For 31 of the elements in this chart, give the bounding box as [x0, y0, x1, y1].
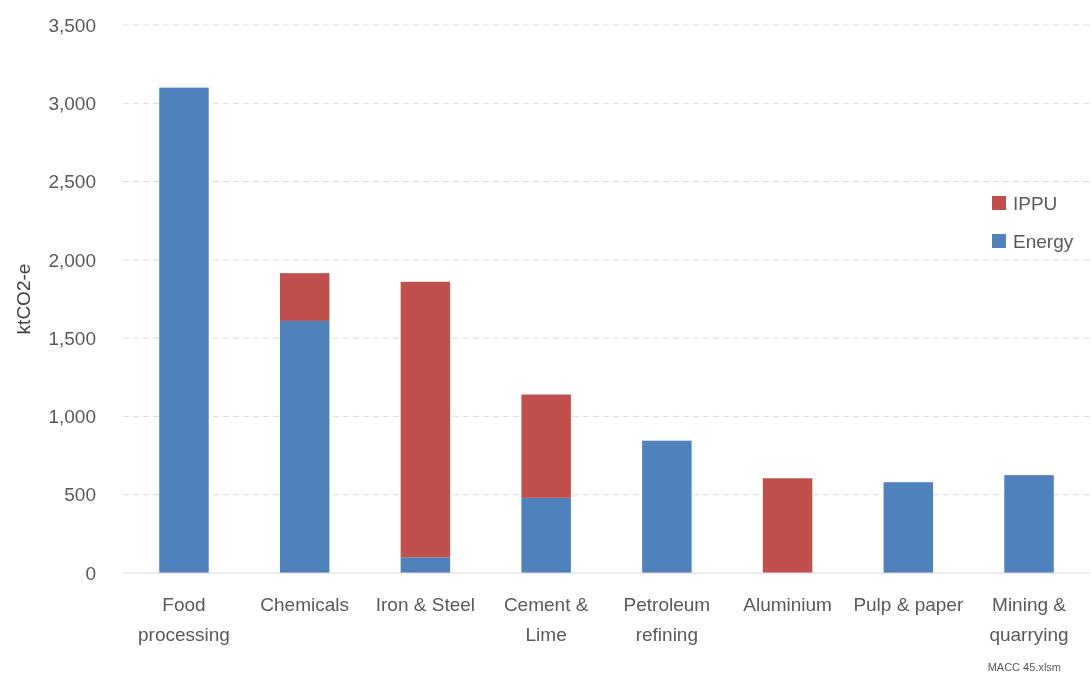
bar — [279, 320, 330, 573]
legend-label: IPPU — [1013, 192, 1058, 214]
y-tick-label: 3,500 — [48, 14, 96, 36]
x-tick-label: Chemicals — [260, 594, 350, 615]
bar — [642, 440, 692, 573]
bar — [159, 87, 209, 573]
y-tick-label: 1,000 — [48, 406, 96, 428]
bar — [1004, 475, 1054, 573]
x-tick-label: Petroleum refining — [623, 594, 711, 645]
y-tick-label: 2,500 — [48, 171, 96, 193]
bar — [883, 482, 934, 573]
x-tick-label: Mining & quarrying — [989, 594, 1069, 645]
x-tick-label: Cement & Lime — [503, 594, 589, 645]
bar — [279, 273, 330, 321]
y-tick-label: 3,000 — [48, 92, 96, 114]
bar — [521, 497, 571, 573]
y-tick-label: 1,500 — [48, 327, 96, 349]
bar — [762, 478, 813, 573]
text: MACC 45.xlsm — [987, 661, 1061, 673]
y-tick-label: 500 — [64, 484, 96, 506]
x-tick-label: Iron & Steel — [375, 594, 476, 615]
x-tick-label: Aluminium — [743, 594, 832, 615]
legend-label: Energy — [1013, 230, 1074, 252]
bar — [400, 281, 451, 558]
y-axis-title: ktCO2-e — [13, 263, 34, 335]
x-tick-label: Food processing — [138, 594, 230, 645]
x-tick-label: Pulp & paper — [853, 594, 964, 615]
y-tick-label: 0 — [85, 562, 96, 584]
bar — [521, 394, 571, 498]
bar — [400, 557, 451, 573]
y-tick-label: 2,000 — [48, 249, 96, 271]
